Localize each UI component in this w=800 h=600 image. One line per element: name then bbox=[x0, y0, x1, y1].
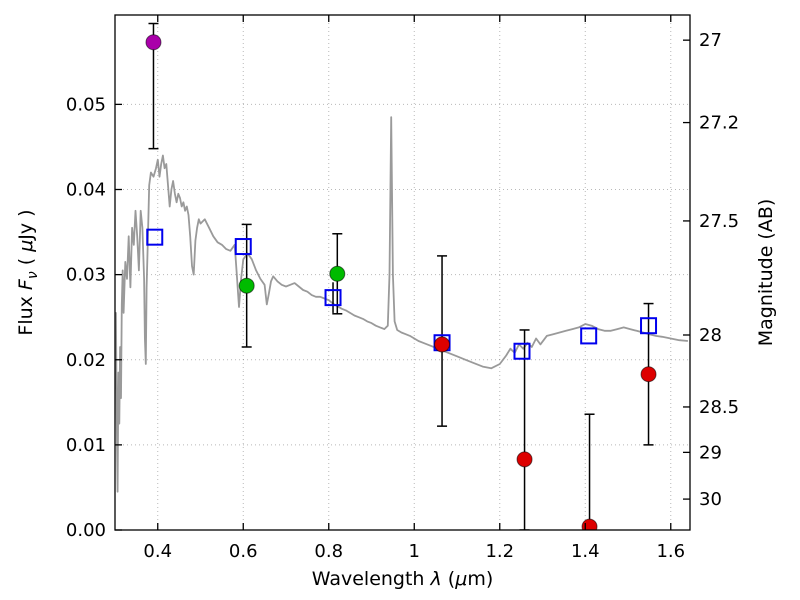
y2-tick-label: 27 bbox=[699, 30, 722, 51]
y-tick-label: 0.03 bbox=[66, 265, 106, 286]
model-photometry-square bbox=[324, 289, 342, 307]
observed-photometry-markers bbox=[145, 34, 657, 530]
y2-tick-label: 28 bbox=[699, 325, 722, 346]
model-photometry-square bbox=[640, 317, 658, 335]
y-tick-label: 0.04 bbox=[66, 180, 106, 201]
observed-photometry-circle bbox=[145, 34, 162, 51]
x-tick-label: 0.4 bbox=[143, 541, 172, 562]
observed-photometry-circle bbox=[640, 366, 657, 383]
observed-photometry-circle bbox=[329, 265, 346, 282]
model-photometry-square bbox=[146, 228, 164, 246]
x-tick-label: 1.2 bbox=[485, 541, 514, 562]
y2-tick-label: 27.2 bbox=[699, 113, 739, 134]
x-tick-label: 1 bbox=[409, 541, 420, 562]
y-axis-label: Flux Fν ( μJy ) bbox=[15, 209, 41, 335]
axes-frame bbox=[114, 14, 691, 531]
y2-axis-label: Magnitude (AB) bbox=[755, 199, 777, 347]
observed-photometry-circle bbox=[516, 451, 533, 468]
x-tick-label: 1.4 bbox=[571, 541, 600, 562]
y-tick-label: 0.01 bbox=[66, 435, 106, 456]
observed-photometry-circle bbox=[434, 336, 451, 353]
model-photometry-square bbox=[234, 238, 252, 256]
x-tick-label: 0.6 bbox=[229, 541, 258, 562]
y2-tick-label: 28.5 bbox=[699, 397, 739, 418]
plot-area bbox=[115, 22, 688, 530]
axis-ticks bbox=[115, 15, 690, 531]
y-tick-label: 0.05 bbox=[66, 94, 106, 115]
y-tick-label: 0.00 bbox=[66, 520, 106, 541]
y2-tick-label: 30 bbox=[699, 489, 722, 510]
x-tick-label: 0.8 bbox=[314, 541, 343, 562]
observed-photometry-circle bbox=[238, 277, 255, 294]
y2-tick-label: 27.5 bbox=[699, 211, 739, 232]
x-axis-label: Wavelength λ (μm) bbox=[312, 568, 493, 590]
model-photometry-square bbox=[513, 342, 531, 360]
y2-tick-label: 29 bbox=[699, 442, 722, 463]
x-tick-label: 1.6 bbox=[656, 541, 685, 562]
y-tick-label: 0.02 bbox=[66, 350, 106, 371]
model-photometry-square bbox=[580, 327, 598, 345]
